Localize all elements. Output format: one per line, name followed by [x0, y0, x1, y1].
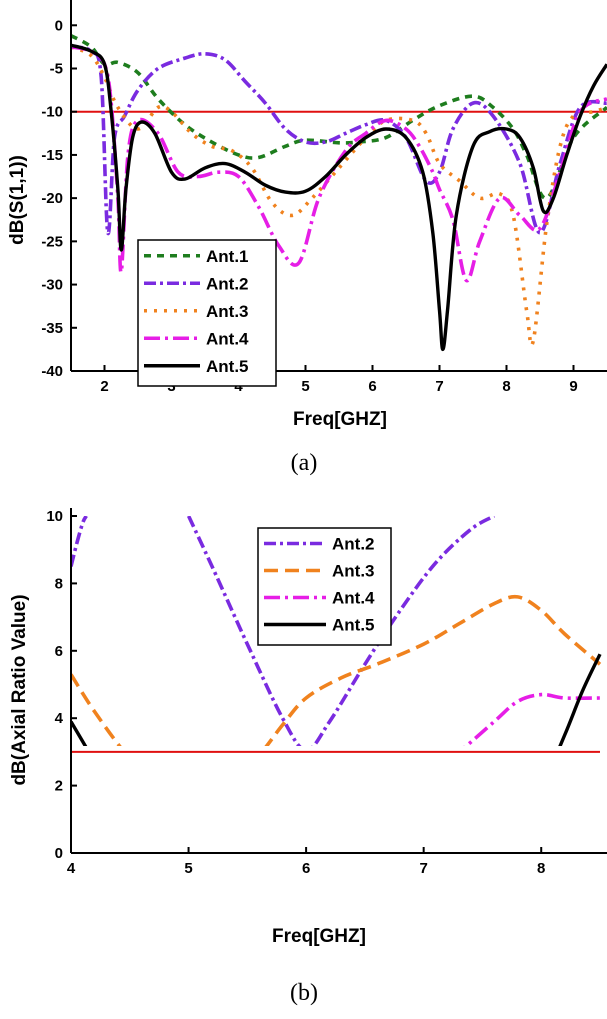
chart-a-caption: (a) [291, 450, 318, 476]
chart-a-y-tick-label: -40 [41, 363, 63, 380]
chart-b-y-tick-label: 6 [55, 643, 63, 660]
chart-a-x-axis-label: Freq[GHZ] [293, 409, 387, 430]
chart-a-x-tick-label: 7 [435, 378, 443, 395]
chart-a-legend-label-ant2: Ant.2 [206, 274, 249, 293]
chart-a: 234567890-5-10-15-20-25-30-35-40 Ant.1An… [7, 0, 607, 476]
chart-a-x-tick-label: 6 [368, 378, 376, 395]
chart-a-series-ant5-line [71, 43, 607, 352]
chart-a-y-tick-label: -15 [41, 147, 63, 164]
chart-a-series-ant3-line [71, 45, 607, 347]
chart-b-axes: 4 5 6 7 8 0 2 4 6 8 10 [46, 508, 607, 877]
chart-a-axes: 234567890-5-10-15-20-25-30-35-40 [41, 0, 607, 395]
chart-b-x-tick-label: 5 [184, 860, 192, 877]
chart-a-legend-label-ant5: Ant.5 [206, 357, 249, 376]
chart-a-x-tick-label: 5 [301, 378, 309, 395]
chart-b-legend-label-ant3: Ant.3 [332, 562, 375, 581]
chart-b-y-tick-label: 8 [55, 575, 63, 592]
chart-b-series-ant2-line [71, 516, 88, 567]
chart-b-x-tick-label: 4 [67, 860, 76, 877]
chart-b-y-tick-label: 4 [55, 710, 64, 727]
chart-a-y-tick-label: -20 [41, 190, 63, 207]
chart-b-caption: (b) [290, 980, 318, 1006]
chart-b-y-tick-label: 0 [55, 845, 63, 862]
chart-a-series-ant4-line [71, 45, 607, 283]
chart-a-x-tick-label: 9 [569, 378, 577, 395]
chart-b-legend-label-ant5: Ant.5 [332, 616, 375, 635]
chart-b-x-tick-label: 8 [537, 860, 545, 877]
chart-a-legend-label-ant4: Ant.4 [206, 329, 249, 348]
chart-a-series-ant1-line [71, 34, 607, 200]
chart-a-series-ant2-line [71, 45, 607, 236]
chart-b-series-ant2-line-2 [186, 516, 496, 746]
chart-a-y-tick-label: -10 [41, 104, 63, 121]
chart-a-legend-label-ant1: Ant.1 [206, 247, 249, 266]
chart-b-legend: Ant.2 Ant.3 Ant.4 Ant.5 [257, 527, 392, 646]
chart-b-x-tick-label: 7 [419, 860, 427, 877]
chart-a-y-tick-label: -25 [41, 233, 63, 250]
chart-b-x-tick-label: 6 [302, 860, 310, 877]
chart-a-y-tick-label: 0 [55, 17, 63, 34]
chart-a-legend-box [137, 239, 277, 387]
chart-b: 4 5 6 7 8 0 2 4 6 8 10 Ant.2 Ant.3 Ant.4 Ant.5 Freq[G… [9, 508, 607, 1006]
chart-a-y-tick-label: -30 [41, 277, 63, 294]
chart-b-series-layer [71, 516, 602, 746]
chart-b-y-tick-label: 10 [46, 508, 63, 525]
chart-a-y-tick-label: -35 [41, 320, 63, 337]
chart-b-series-ant3-line [71, 594, 602, 746]
chart-b-legend-label-ant2: Ant.2 [332, 535, 375, 554]
chart-a-x-tick-label: 8 [502, 378, 510, 395]
chart-a-y-axis-label: dB(S(1,1)) [7, 155, 28, 245]
chart-a-x-tick-label: 2 [100, 378, 108, 395]
chart-a-series-layer [71, 34, 607, 352]
chart-a-legend: Ant.1 Ant.2 Ant.3 Ant.4 Ant.5 [137, 239, 277, 387]
chart-b-y-tick-label: 2 [55, 778, 63, 795]
chart-a-y-tick-label: -5 [50, 61, 63, 78]
chart-b-legend-label-ant4: Ant.4 [332, 589, 375, 608]
chart-b-y-axis-label: dB(Axial Ratio Value) [9, 594, 30, 785]
chart-a-legend-label-ant3: Ant.3 [206, 302, 249, 321]
chart-b-series-ant4-line [463, 692, 601, 746]
chart-b-x-axis-label: Freq[GHZ] [272, 926, 366, 947]
